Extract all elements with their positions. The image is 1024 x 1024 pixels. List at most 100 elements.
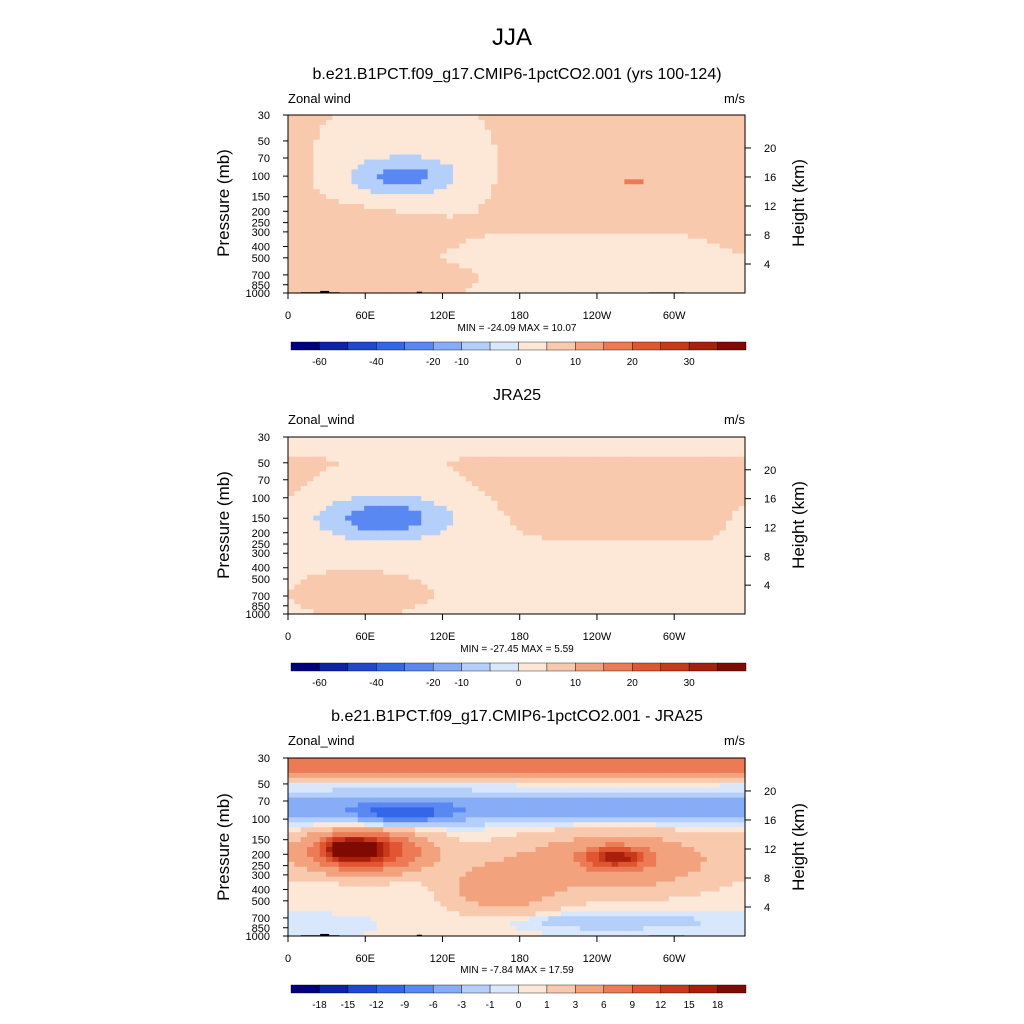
field-cell bbox=[472, 481, 480, 487]
field-cell bbox=[446, 481, 454, 487]
colorbar-label: 0 bbox=[516, 357, 522, 368]
field-cell bbox=[478, 451, 486, 458]
field-cell bbox=[345, 174, 353, 180]
field-cell bbox=[408, 496, 416, 502]
field-cell bbox=[453, 525, 460, 532]
field-cell bbox=[338, 263, 346, 269]
field-cell bbox=[541, 159, 549, 166]
field-cell bbox=[332, 604, 340, 610]
field-cell bbox=[662, 208, 670, 215]
field-cell bbox=[725, 258, 733, 264]
field-cell bbox=[694, 184, 702, 190]
field-cell bbox=[294, 218, 302, 225]
field-cell bbox=[618, 456, 626, 463]
field-cell bbox=[681, 194, 689, 200]
field-cell bbox=[491, 515, 499, 522]
field-cell bbox=[326, 481, 334, 487]
field-cell bbox=[421, 149, 429, 156]
field-cell bbox=[332, 520, 340, 527]
field-cell bbox=[541, 505, 549, 512]
field-cell bbox=[725, 233, 733, 240]
field-cell bbox=[516, 159, 524, 166]
field-cell bbox=[345, 179, 353, 185]
field-cell bbox=[307, 545, 314, 551]
field-cell bbox=[491, 486, 499, 492]
field-cell bbox=[288, 288, 295, 294]
field-cell bbox=[611, 437, 619, 443]
field-cell bbox=[446, 124, 454, 131]
field-cell bbox=[548, 486, 556, 492]
field-cell bbox=[560, 481, 568, 487]
field-cell bbox=[675, 218, 683, 225]
colorbar-label: 10 bbox=[570, 357, 582, 368]
field-cell bbox=[637, 594, 645, 600]
field-cell bbox=[503, 466, 511, 473]
field-cell bbox=[497, 451, 505, 458]
field-cell bbox=[472, 555, 480, 561]
field-cell bbox=[472, 243, 480, 250]
field-cell bbox=[338, 283, 346, 289]
field-cell bbox=[453, 238, 460, 245]
field-cell bbox=[326, 218, 334, 225]
field-cell bbox=[414, 223, 422, 230]
field-cell bbox=[402, 555, 410, 561]
field-cell bbox=[484, 496, 492, 502]
field-cell bbox=[630, 471, 638, 477]
field-cell bbox=[503, 550, 511, 556]
field-cell bbox=[567, 144, 575, 151]
field-cell bbox=[472, 223, 480, 230]
field-cell bbox=[611, 268, 619, 274]
field-cell bbox=[319, 243, 327, 250]
field-cell bbox=[402, 564, 410, 571]
field-cell bbox=[541, 471, 549, 477]
field-cell bbox=[307, 486, 314, 492]
field-cell bbox=[643, 446, 651, 453]
field-cell bbox=[529, 545, 537, 551]
field-cell bbox=[529, 574, 537, 581]
field-cell bbox=[414, 491, 422, 497]
field-cell bbox=[630, 174, 638, 180]
field-cell bbox=[681, 594, 689, 600]
field-cell bbox=[345, 223, 353, 230]
field-cell bbox=[383, 589, 391, 595]
field-cell bbox=[446, 218, 454, 225]
field-cell bbox=[357, 510, 365, 517]
field-cell bbox=[307, 604, 314, 610]
field-cell bbox=[433, 204, 441, 210]
field-cell bbox=[478, 159, 486, 166]
field-cell bbox=[408, 599, 416, 605]
field-cell bbox=[624, 134, 632, 141]
field-cell bbox=[288, 584, 295, 591]
field-cell bbox=[484, 268, 492, 274]
field-cell bbox=[332, 525, 340, 532]
field-cell bbox=[440, 451, 448, 458]
field-cell bbox=[700, 263, 708, 269]
field-cell bbox=[586, 604, 594, 610]
field-cell bbox=[738, 278, 746, 284]
field-cell bbox=[440, 273, 448, 279]
field-cell bbox=[484, 218, 492, 225]
field-cell bbox=[675, 579, 683, 586]
field-cell bbox=[376, 253, 384, 259]
field-cell bbox=[465, 437, 473, 443]
field-cell bbox=[567, 515, 575, 522]
field-cell bbox=[516, 564, 524, 571]
field-cell bbox=[516, 525, 524, 532]
field-cell bbox=[637, 574, 645, 581]
field-cell bbox=[700, 144, 708, 151]
field-cell bbox=[630, 248, 638, 255]
field-cell bbox=[389, 437, 397, 443]
field-cell bbox=[288, 476, 295, 482]
field-cell bbox=[662, 574, 670, 581]
field-cell bbox=[605, 268, 613, 274]
field-cell bbox=[433, 208, 441, 215]
field-cell bbox=[516, 238, 524, 245]
field-cell bbox=[605, 115, 613, 121]
field-cell bbox=[599, 569, 606, 576]
field-cell bbox=[459, 545, 467, 551]
field-cell bbox=[307, 505, 314, 512]
field-cell bbox=[573, 189, 581, 195]
field-cell bbox=[288, 525, 295, 532]
field-cell bbox=[491, 594, 499, 600]
field-cell bbox=[364, 456, 372, 463]
